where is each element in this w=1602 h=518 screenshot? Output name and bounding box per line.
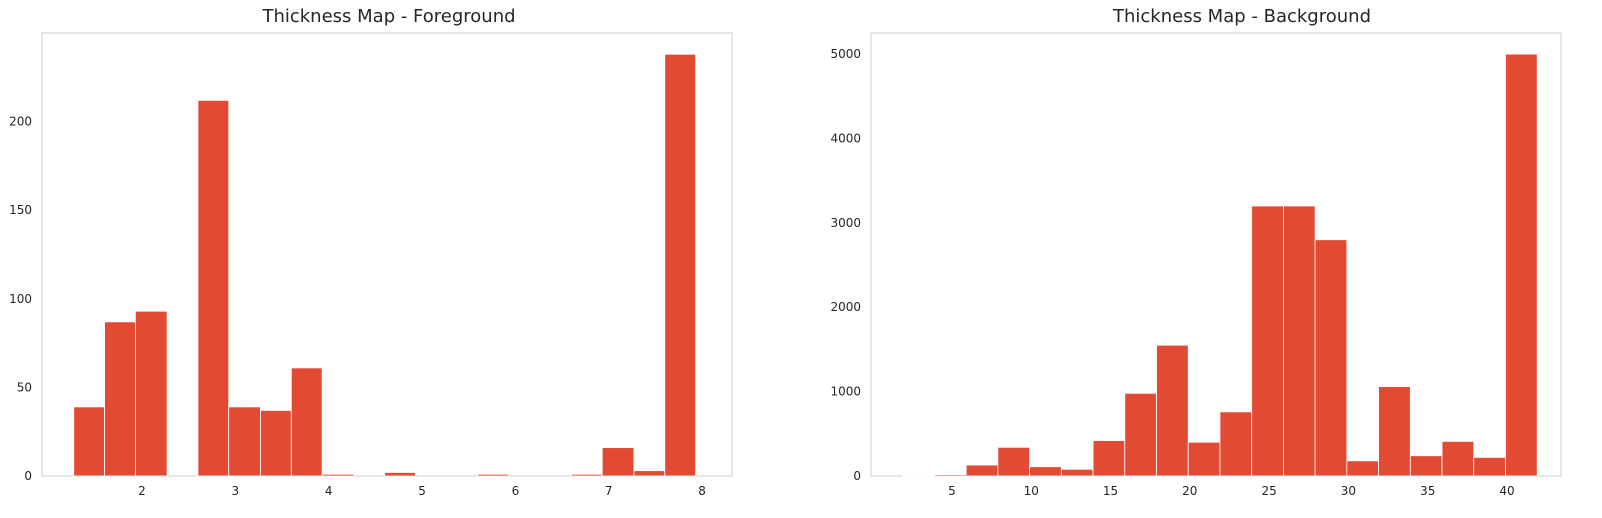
foreground-x-tick-label: 3 bbox=[231, 484, 239, 498]
background-x-tick-label: 35 bbox=[1420, 484, 1435, 498]
foreground-x-tick-label: 7 bbox=[605, 484, 613, 498]
foreground-y-tick-label: 50 bbox=[17, 380, 32, 394]
background-bar bbox=[1219, 411, 1253, 477]
foreground-x-tick-label: 5 bbox=[418, 484, 426, 498]
foreground-bar bbox=[290, 367, 323, 477]
background-bar bbox=[1378, 386, 1411, 477]
background-y-tick-label: 1000 bbox=[830, 385, 861, 399]
background-chart-title: Thickness Map - Background bbox=[1113, 6, 1371, 27]
background-bar bbox=[1251, 205, 1284, 477]
background-y-tick-label: 2000 bbox=[830, 300, 861, 314]
foreground-chart-title: Thickness Map - Foreground bbox=[262, 6, 516, 27]
background-histogram: 5 10 15 20 25 30 35 40 0 1000 2000 3000 4000 5000 bbox=[830, 32, 1562, 498]
background-x-tick-label: 5 bbox=[948, 484, 956, 498]
background-x-tick-label: 10 bbox=[1024, 484, 1039, 498]
foreground-y-tick-label: 150 bbox=[9, 203, 32, 217]
background-bar bbox=[1441, 441, 1475, 477]
background-plot-frame bbox=[870, 32, 1562, 477]
foreground-bar bbox=[633, 470, 666, 477]
background-bar bbox=[1029, 466, 1062, 477]
background-x-tick-label: 40 bbox=[1499, 484, 1514, 498]
foreground-bar bbox=[260, 410, 292, 477]
background-bar bbox=[997, 446, 1031, 477]
foreground-histogram-panel: 2 3 4 5 6 7 8 0 50 100 150 200 Thickness Map - Fore… bbox=[0, 0, 800, 518]
background-x-tick-label: 20 bbox=[1182, 484, 1197, 498]
foreground-bar bbox=[197, 99, 230, 477]
background-histogram-panel: 5 10 15 20 25 30 35 40 0 1000 2000 3000 4000 5000 Thi… bbox=[801, 0, 1602, 518]
background-x-tick-label: 25 bbox=[1261, 484, 1276, 498]
background-x-tick-label: 30 bbox=[1341, 484, 1356, 498]
background-y-tick-label: 0 bbox=[853, 469, 861, 483]
foreground-bar bbox=[477, 473, 510, 477]
foreground-bar bbox=[228, 406, 261, 477]
background-bar bbox=[1092, 440, 1126, 477]
background-bar bbox=[965, 464, 999, 477]
background-bar bbox=[934, 474, 967, 477]
background-bar bbox=[1283, 205, 1316, 477]
foreground-x-tick-label: 4 bbox=[325, 484, 333, 498]
background-bar bbox=[1505, 53, 1538, 477]
background-x-tick-label: 15 bbox=[1103, 484, 1118, 498]
foreground-bar bbox=[664, 53, 696, 477]
foreground-bar bbox=[104, 321, 136, 477]
foreground-x-tick-label: 8 bbox=[698, 484, 706, 498]
background-bar bbox=[1314, 239, 1348, 477]
foreground-y-tick-label: 0 bbox=[24, 469, 32, 483]
foreground-bar bbox=[601, 447, 635, 477]
background-bar bbox=[1060, 468, 1094, 477]
background-bar bbox=[1124, 392, 1157, 477]
foreground-y-tick-label: 200 bbox=[9, 115, 32, 129]
background-bar bbox=[1409, 455, 1443, 477]
foreground-x-tick-label: 2 bbox=[138, 484, 146, 498]
foreground-bar bbox=[321, 473, 355, 477]
background-y-tick-label: 3000 bbox=[830, 216, 861, 230]
background-bar bbox=[1346, 460, 1379, 477]
background-bar bbox=[1156, 344, 1189, 477]
foreground-bar bbox=[384, 472, 416, 477]
background-y-tick-label: 4000 bbox=[830, 131, 861, 145]
background-bar bbox=[1187, 441, 1221, 477]
foreground-y-tick-label: 100 bbox=[9, 292, 32, 306]
foreground-histogram: 2 3 4 5 6 7 8 0 50 100 150 200 bbox=[9, 32, 733, 498]
background-bar bbox=[1473, 457, 1506, 477]
foreground-bar bbox=[73, 406, 105, 477]
foreground-bar bbox=[134, 310, 168, 477]
foreground-bar bbox=[571, 473, 603, 477]
background-y-tick-label: 5000 bbox=[830, 47, 861, 61]
foreground-x-tick-label: 6 bbox=[512, 484, 520, 498]
